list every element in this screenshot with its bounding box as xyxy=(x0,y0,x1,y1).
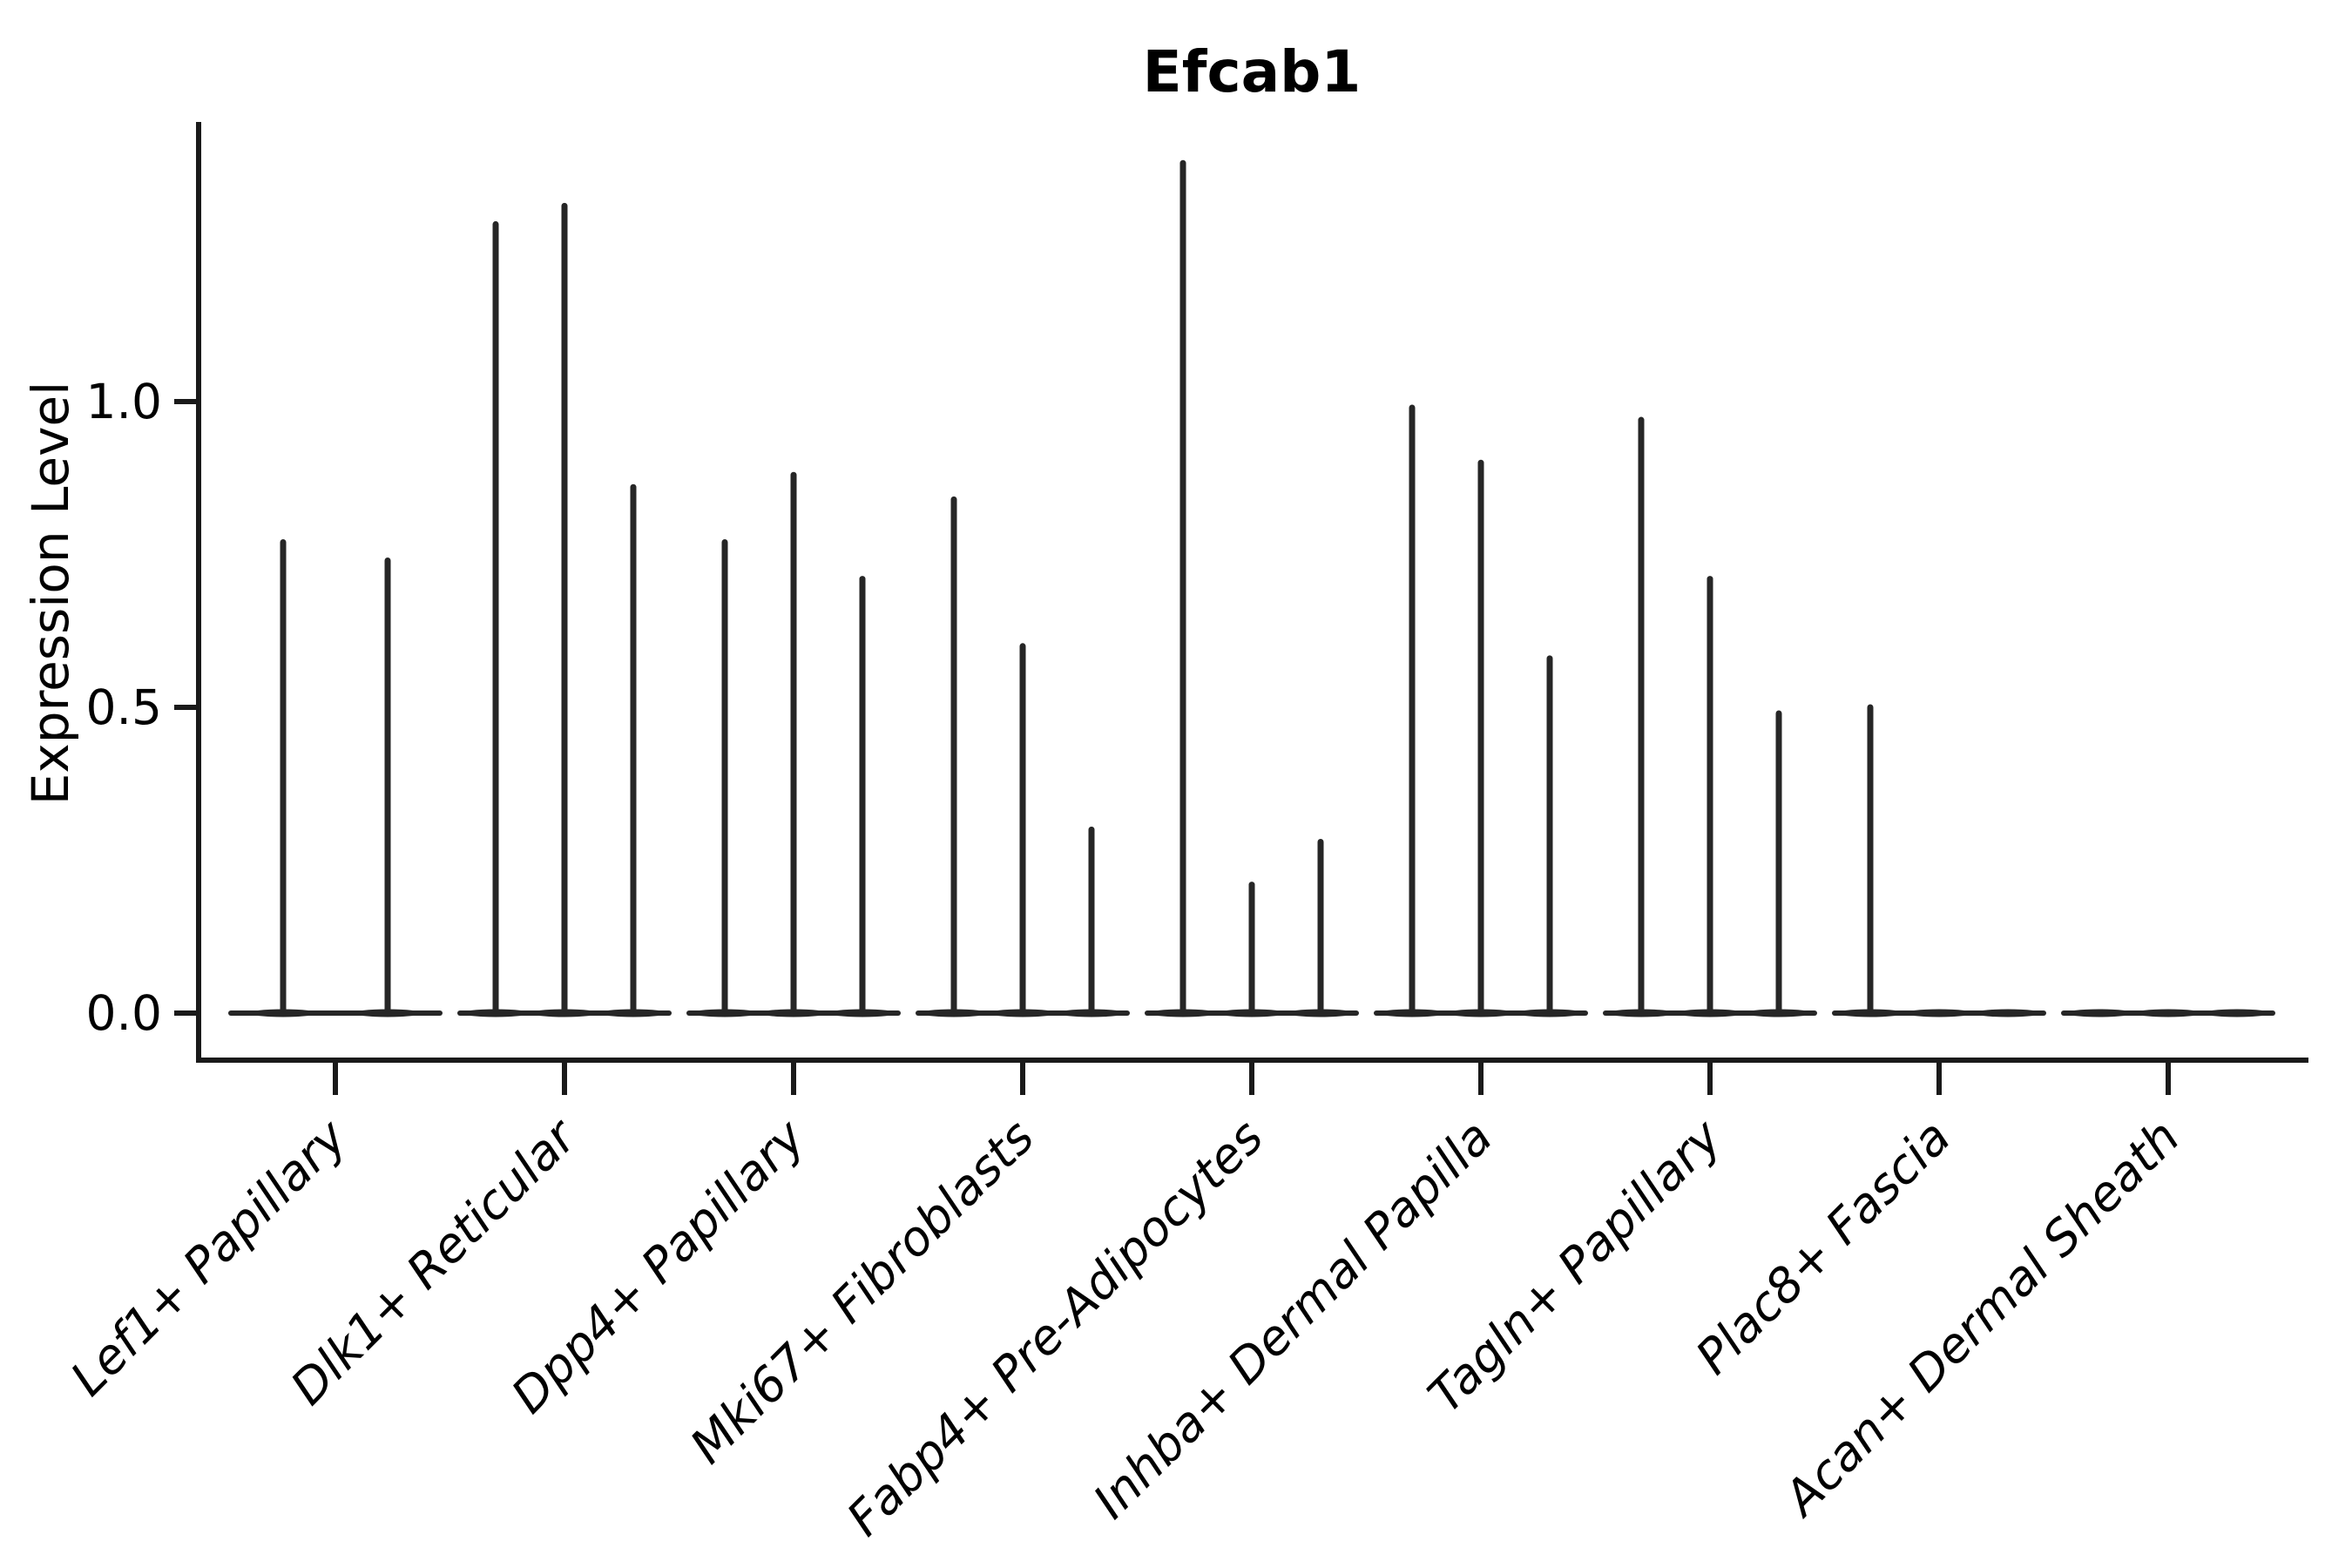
violin-group xyxy=(2061,1009,2275,1017)
x-tick-label: Fabp4+ Pre-Adipocytes xyxy=(836,1109,1274,1546)
violin-base xyxy=(2065,1009,2134,1017)
violin-group xyxy=(1832,704,2046,1017)
violin-base xyxy=(2133,1009,2203,1017)
violin-group xyxy=(686,471,901,1017)
violin-group xyxy=(1603,416,1817,1017)
violin-group xyxy=(457,202,672,1017)
x-tick-label: Acan+ Dermal Sheath xyxy=(1772,1109,2191,1528)
chart-title: Efcab1 xyxy=(1143,38,1362,105)
violin-group xyxy=(1374,404,1588,1017)
y-tick-label: 0.0 xyxy=(86,985,162,1041)
violin-base xyxy=(1904,1009,1974,1017)
x-tick-label: Inhba+ Dermal Papilla xyxy=(1083,1109,1503,1529)
violin-base xyxy=(2202,1009,2272,1017)
y-tick-label: 1.0 xyxy=(86,374,162,429)
violin-group xyxy=(1145,159,1359,1017)
violins-layer xyxy=(228,159,2275,1017)
violin-base xyxy=(1973,1009,2043,1017)
y-tick-label: 0.5 xyxy=(86,679,162,735)
y-axis-label: Expression Level xyxy=(21,382,80,805)
violin-group xyxy=(228,538,443,1017)
violin-group xyxy=(916,496,1130,1017)
